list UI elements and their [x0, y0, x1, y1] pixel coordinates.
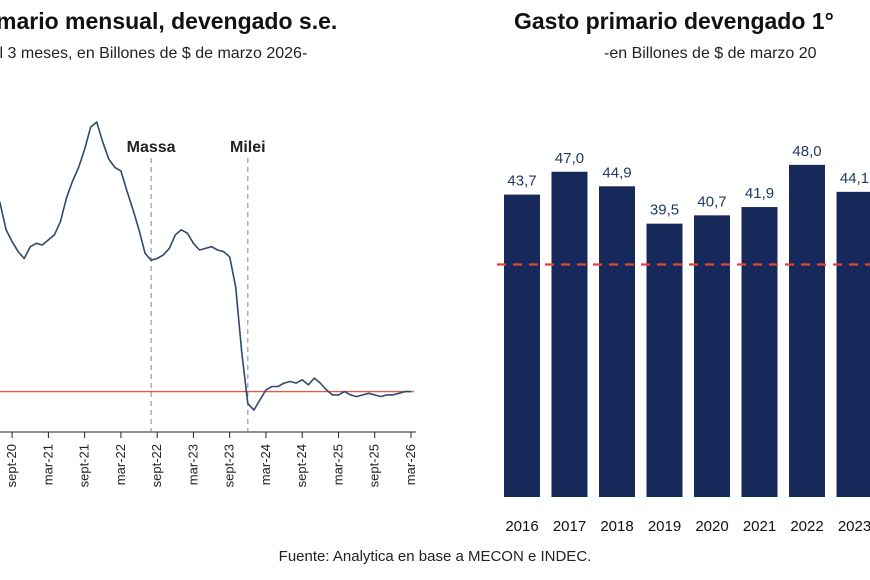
- bar-2016: [504, 194, 540, 497]
- bar-value-label: 44,1: [840, 170, 869, 187]
- left-x-tick-label: sept-24: [294, 444, 309, 487]
- bar-value-label: 43,7: [507, 173, 536, 190]
- left-chart-subtitle: il 3 meses, en Billones de $ de marzo 20…: [0, 45, 308, 62]
- bar-value-label: 48,0: [792, 143, 821, 160]
- bar-category-label: 2022: [790, 518, 823, 535]
- bar-2018: [599, 186, 635, 498]
- left-x-tick-label: mar-26: [403, 444, 418, 485]
- left-x-tick-label: sept-23: [222, 444, 237, 487]
- bar-2019: [646, 223, 683, 497]
- bar-category-label: 2019: [648, 518, 681, 535]
- left-x-tick-label: sept-20: [4, 444, 19, 487]
- event-label-massa: Massa: [127, 139, 176, 156]
- left-x-tick-label: mar-23: [185, 444, 200, 485]
- left-x-tick-label: mar-22: [113, 444, 128, 485]
- bar-category-label: 2020: [695, 518, 728, 535]
- bar-value-label: 44,9: [602, 164, 631, 181]
- bar-category-label: 2021: [743, 518, 776, 535]
- bar-2017: [551, 171, 588, 497]
- right-chart-title: Gasto primario devengado 1°: [514, 8, 834, 34]
- bar-2023: [836, 191, 870, 497]
- bar-category-label: 2016: [505, 518, 538, 535]
- event-label-milei: Milei: [230, 139, 266, 156]
- left-x-tick-label: mar-25: [330, 444, 345, 485]
- left-x-tick-label: sept-21: [77, 444, 92, 487]
- left-series-line: [0, 121, 411, 411]
- left-chart-title: mario mensual, devengado s.e.: [0, 8, 338, 34]
- bar-2022: [789, 164, 825, 497]
- bar-category-label: 2017: [553, 518, 586, 535]
- source-note: Fuente: Analytica en base a MECON e INDE…: [278, 548, 592, 565]
- right-chart-subtitle: -en Billones de $ de marzo 20: [604, 45, 817, 62]
- bar-2020: [694, 215, 730, 497]
- left-x-tick-label: sept-25: [367, 444, 382, 487]
- bar-2021: [741, 207, 778, 497]
- left-x-tick-label: mar-21: [40, 444, 55, 485]
- bar-value-label: 39,5: [650, 202, 679, 219]
- bar-value-label: 47,0: [555, 150, 584, 167]
- bar-value-label: 40,7: [697, 193, 726, 210]
- left-x-tick-label: sept-22: [149, 444, 164, 487]
- bar-value-label: 41,9: [745, 185, 774, 202]
- left-x-tick-label: mar-24: [258, 444, 273, 485]
- right-bar-chart: 43,7 2016 47,0 2017 44,9 2018 39,5 2019 40,7 2020…: [497, 143, 870, 535]
- left-line-chart: Massa Milei sept-20 mar-21 sept-21 mar-22 sept…: [0, 121, 418, 487]
- bar-category-label: 2023: [838, 518, 870, 535]
- bar-category-label: 2018: [600, 518, 633, 535]
